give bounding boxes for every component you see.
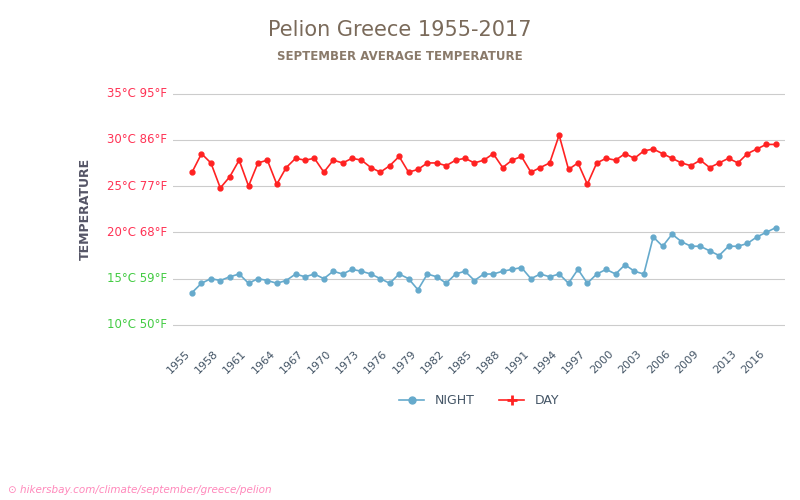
Y-axis label: TEMPERATURE: TEMPERATURE [79, 158, 92, 260]
Text: 15°C 59°F: 15°C 59°F [107, 272, 167, 285]
Text: 25°C 77°F: 25°C 77°F [107, 180, 167, 192]
Text: SEPTEMBER AVERAGE TEMPERATURE: SEPTEMBER AVERAGE TEMPERATURE [277, 50, 523, 63]
Text: 10°C 50°F: 10°C 50°F [107, 318, 167, 332]
Text: 30°C 86°F: 30°C 86°F [107, 134, 167, 146]
Text: Pelion Greece 1955-2017: Pelion Greece 1955-2017 [268, 20, 532, 40]
Legend: NIGHT, DAY: NIGHT, DAY [394, 390, 564, 412]
Text: 35°C 95°F: 35°C 95°F [107, 87, 167, 100]
Text: ⊙ hikersbay.com/climate/september/greece/pelion: ⊙ hikersbay.com/climate/september/greece… [8, 485, 272, 495]
Text: 20°C 68°F: 20°C 68°F [107, 226, 167, 239]
